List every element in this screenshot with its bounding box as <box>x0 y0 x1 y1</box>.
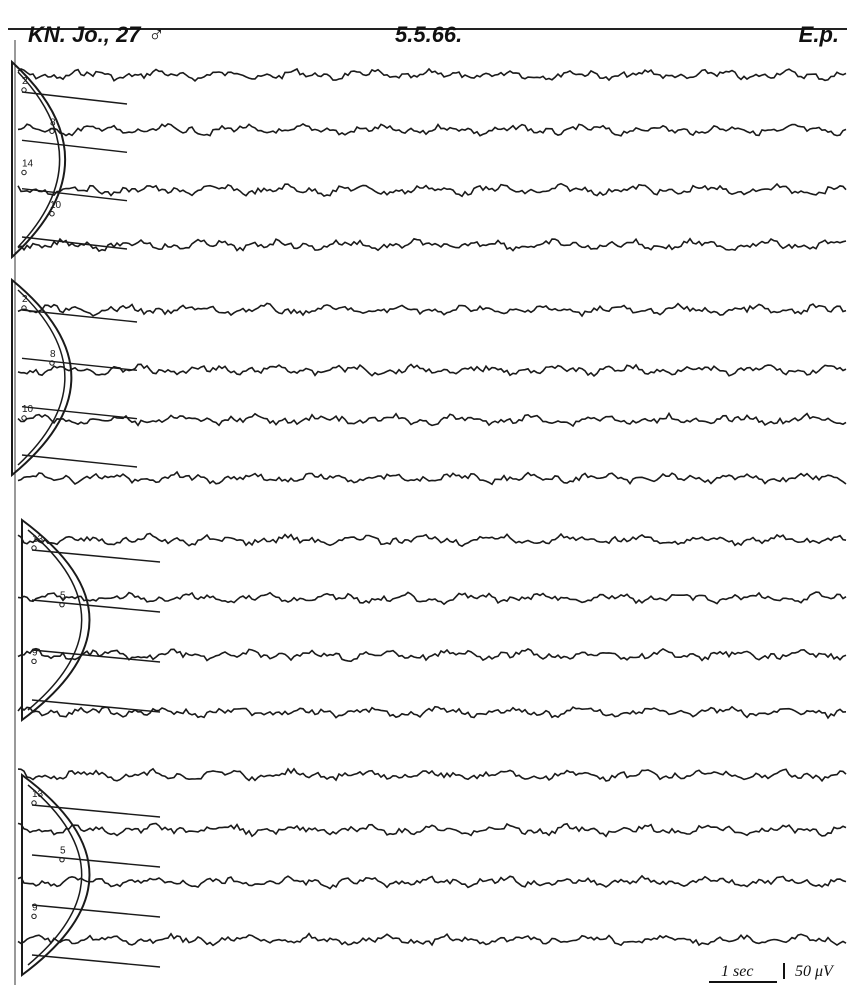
recording-date: 5.5.66. <box>395 22 463 47</box>
recording-code: E.p. <box>798 22 839 47</box>
eeg-trace-7 <box>17 411 847 428</box>
eeg-trace-15 <box>17 874 847 890</box>
eeg-trace-10 <box>17 591 847 606</box>
head-diagram-1: 2 8 14 10 <box>11 59 128 260</box>
header-rule <box>8 28 847 30</box>
eeg-trace-16 <box>17 932 847 947</box>
time-scale-bar <box>709 981 777 983</box>
electrode-label: 10 <box>22 404 34 415</box>
electrode-label: 14 <box>22 159 34 170</box>
head-diagram-2: 2 8 10 <box>11 277 138 478</box>
eeg-trace-14 <box>17 822 847 838</box>
electrode-label: 13 <box>32 534 44 545</box>
electrode-label: 9 <box>32 902 38 913</box>
eeg-trace-6 <box>17 363 847 377</box>
head-diagram-3: 13 5 9 <box>21 518 161 722</box>
eeg-trace-4 <box>17 237 847 253</box>
eeg-trace-3 <box>17 182 847 198</box>
electrode-montage-diagrams: 2 8 14 10 2 8 10 13 5 9 13 5 9 <box>11 59 161 977</box>
recording-header: KN. Jo., 27 ♂ 5.5.66. E.p. <box>0 0 851 58</box>
electrode-label: 2 <box>22 76 28 87</box>
electrode-label: 13 <box>32 789 44 800</box>
eeg-trace-12 <box>17 705 847 720</box>
eeg-traces <box>17 67 847 947</box>
electrode-label: 5 <box>60 846 66 857</box>
electrode-label: 8 <box>50 349 56 360</box>
electrode-label: 5 <box>60 591 66 602</box>
electrode-label: 8 <box>50 117 56 128</box>
time-scale-label: 1 sec <box>721 963 754 980</box>
eeg-trace-5 <box>17 302 847 318</box>
amplitude-scale-label: 50 μV <box>795 963 833 980</box>
electrode-label: 9 <box>32 647 38 658</box>
head-diagram-4: 13 5 9 <box>21 773 161 977</box>
eeg-trace-8 <box>17 470 847 486</box>
eeg-trace-9 <box>17 532 847 548</box>
eeg-trace-1 <box>17 67 847 82</box>
eeg-trace-11 <box>17 647 847 663</box>
eeg-trace-2 <box>17 123 847 137</box>
patient-label: KN. Jo., 27 ♂ <box>28 22 164 47</box>
eeg-trace-13 <box>17 767 847 783</box>
electrode-label: 10 <box>50 200 62 211</box>
amplitude-scale-bar <box>783 963 785 979</box>
calibration-scale: 1 sec 50 μV <box>695 959 845 983</box>
electrode-label: 2 <box>22 294 28 305</box>
